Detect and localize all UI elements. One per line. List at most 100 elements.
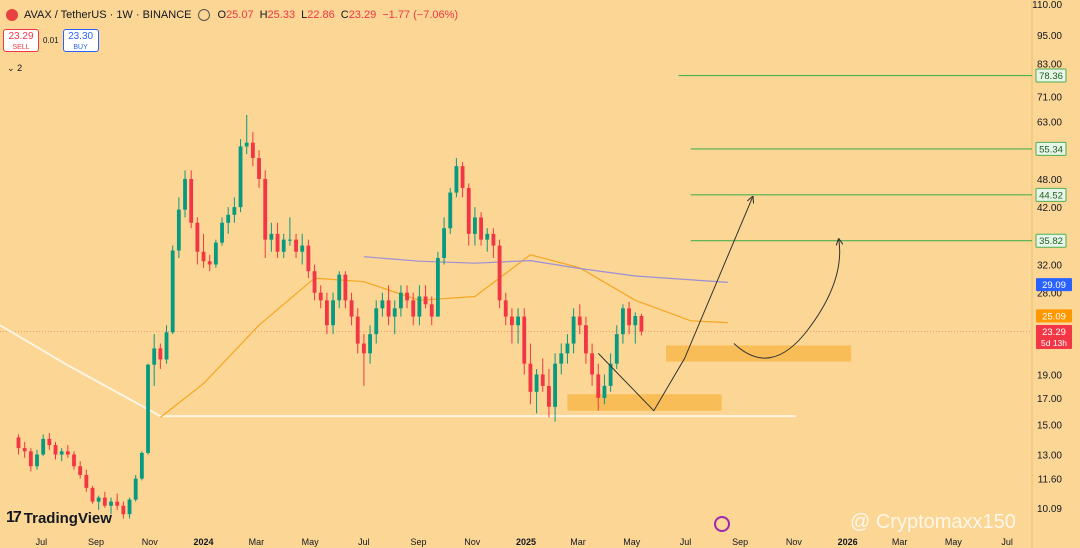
x-tick-label: Jul xyxy=(1001,537,1013,547)
candle-body xyxy=(602,385,607,398)
candle-body xyxy=(183,178,187,210)
candle-body xyxy=(59,451,64,455)
sell-price: 23.29 xyxy=(8,31,34,42)
candle-body xyxy=(275,233,280,252)
y-tick-label: 10.09 xyxy=(1037,504,1062,515)
candle-body xyxy=(318,292,323,301)
y-tick-label: 83.00 xyxy=(1037,59,1062,70)
ohlc-open: O25.07 xyxy=(217,9,254,21)
candle-body xyxy=(361,343,366,354)
candle-body xyxy=(621,308,625,335)
indicators-toggle[interactable]: ⌄ 2 xyxy=(7,63,22,74)
x-tick-label: Mar xyxy=(570,537,586,547)
chevron-down-icon: ⌄ xyxy=(7,63,15,73)
candle-body xyxy=(78,466,83,475)
candle-body xyxy=(540,374,545,386)
candle-body xyxy=(170,250,175,333)
ohlc-change: −1.77 (−7.06%) xyxy=(382,9,459,21)
candle-body xyxy=(238,146,243,208)
candle-body xyxy=(472,217,477,234)
sell-button[interactable]: 23.29 SELL xyxy=(3,29,39,52)
candle-body xyxy=(547,385,551,407)
candle-body xyxy=(257,158,261,179)
candle-body xyxy=(460,166,465,188)
candle-body xyxy=(53,445,58,455)
avax-logo-icon xyxy=(6,9,18,21)
candle-body xyxy=(454,166,459,193)
candle-body xyxy=(553,363,558,407)
candle-body xyxy=(442,228,446,259)
candle-body xyxy=(398,292,403,309)
price-tag-label: 29.09 xyxy=(1042,280,1066,291)
x-tick-label: Mar xyxy=(249,537,265,547)
candle-body xyxy=(565,343,570,354)
candle-body xyxy=(226,214,231,223)
price-tag-label: 25.09 xyxy=(1042,311,1066,322)
level-price-label: 44.52 xyxy=(1039,190,1063,201)
candle-body xyxy=(497,245,502,301)
candle-body xyxy=(65,451,70,455)
candle-body xyxy=(577,316,582,326)
x-tick-label: Sep xyxy=(88,537,104,547)
candle-body xyxy=(232,207,237,215)
candle-body xyxy=(281,239,286,252)
candle-body xyxy=(244,142,249,147)
candle-body xyxy=(423,296,428,305)
candle-body xyxy=(627,308,632,326)
indicators-count: 2 xyxy=(17,63,23,73)
y-tick-label: 63.00 xyxy=(1037,118,1062,129)
candle-body xyxy=(121,505,126,515)
candle-body xyxy=(16,437,21,449)
candle-body xyxy=(35,454,39,467)
candle-body xyxy=(584,325,588,354)
y-tick-label: 32.00 xyxy=(1037,260,1062,271)
moving-average-line xyxy=(0,324,161,417)
candle-body xyxy=(312,271,317,293)
candle-body xyxy=(479,217,483,240)
symbol-title[interactable]: AVAX / TetherUS · 1W · BINANCE xyxy=(24,9,192,21)
x-tick-label: Nov xyxy=(464,537,481,547)
candle-body xyxy=(503,300,508,317)
candle-body xyxy=(596,374,601,398)
eye-icon[interactable] xyxy=(197,9,210,21)
candle-body xyxy=(411,300,416,317)
candle-body xyxy=(639,315,644,332)
demand-zone xyxy=(666,345,852,362)
candle-body xyxy=(195,222,200,252)
buy-button[interactable]: 23.30 BUY xyxy=(62,29,99,52)
candle-body xyxy=(287,239,292,241)
candle-body xyxy=(127,499,132,515)
tradingview-mark-icon: 17 xyxy=(6,509,22,526)
y-tick-label: 17.00 xyxy=(1037,394,1062,405)
moving-average-line xyxy=(363,256,728,283)
lightning-icon xyxy=(714,516,730,532)
candle-body xyxy=(331,300,335,326)
tradingview-logo-text: TradingView xyxy=(23,509,112,527)
projection-arrow xyxy=(597,197,752,412)
candle-body xyxy=(374,308,379,335)
moving-average-line xyxy=(160,254,728,418)
y-tick-label: 71.00 xyxy=(1037,92,1062,103)
candle-body xyxy=(102,497,107,506)
candle-body xyxy=(386,300,391,317)
ohlc-close: C23.29 xyxy=(340,9,377,21)
candle-body xyxy=(337,274,342,301)
x-tick-label: 2026 xyxy=(838,537,858,547)
tradingview-logo[interactable]: 17 TradingView xyxy=(6,509,112,527)
candle-body xyxy=(417,296,422,317)
x-tick-label: Nov xyxy=(786,537,803,547)
x-tick-label: May xyxy=(623,537,641,547)
candle-body xyxy=(164,332,169,360)
candle-body xyxy=(405,292,409,301)
candle-body xyxy=(189,178,194,223)
y-tick-label: 15.00 xyxy=(1037,420,1062,431)
x-tick-label: Sep xyxy=(732,537,748,547)
level-price-label: 55.34 xyxy=(1039,144,1063,155)
candle-body xyxy=(614,334,619,364)
x-tick-label: Jul xyxy=(36,537,48,547)
candle-body xyxy=(633,315,638,326)
demand-zone xyxy=(567,394,722,411)
candle-body xyxy=(590,353,595,375)
